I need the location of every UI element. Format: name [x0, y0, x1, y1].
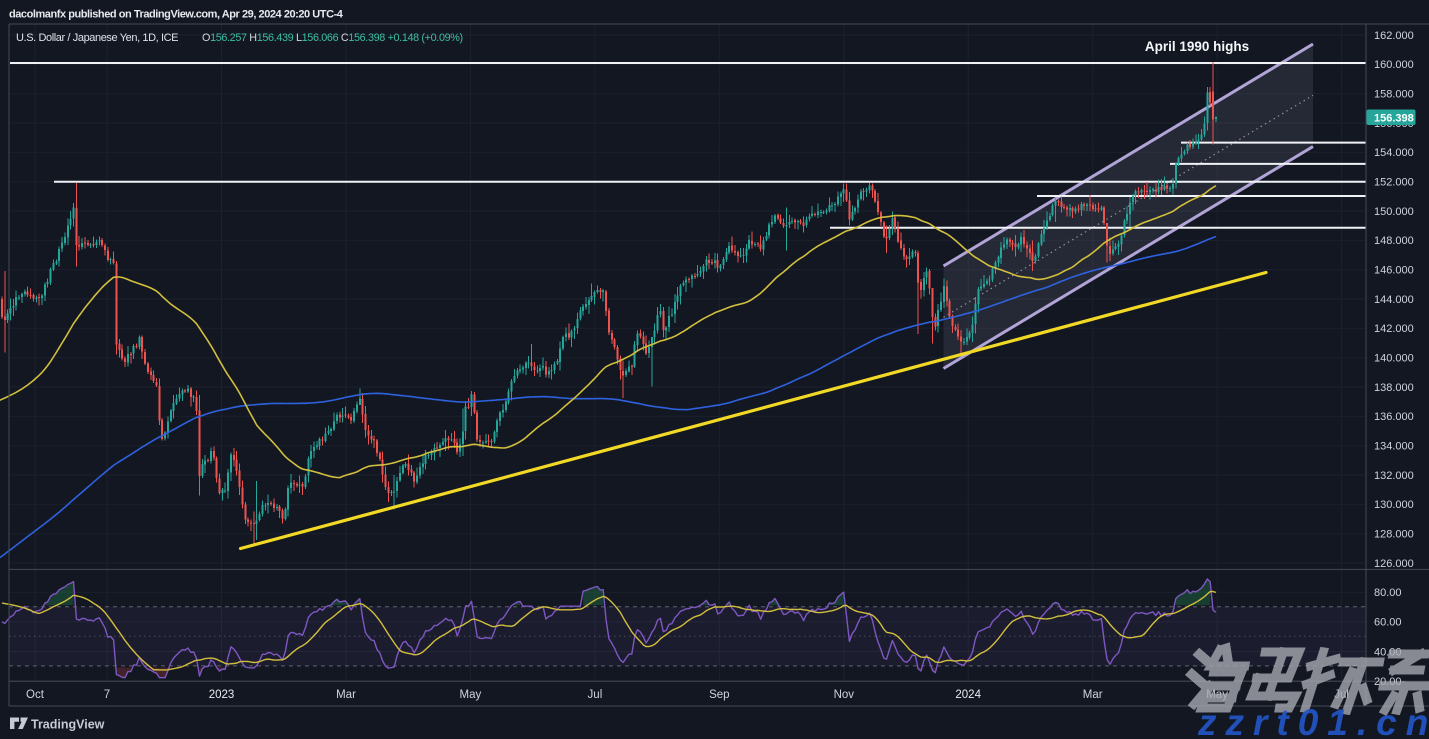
- svg-text:144.000: 144.000: [1374, 294, 1414, 306]
- svg-text:May: May: [460, 689, 482, 701]
- svg-text:U.S. Dollar / Japanese Yen, 1D: U.S. Dollar / Japanese Yen, 1D, ICE: [16, 32, 178, 44]
- svg-text:TradingView: TradingView: [31, 718, 105, 732]
- svg-text:2023: 2023: [209, 689, 235, 701]
- svg-text:152.000: 152.000: [1374, 177, 1414, 189]
- svg-text:126.000: 126.000: [1374, 558, 1414, 570]
- svg-text:150.000: 150.000: [1374, 206, 1414, 218]
- svg-text:dacolmanfx published on Tradin: dacolmanfx published on TradingView.com,…: [9, 9, 344, 21]
- svg-text:7: 7: [104, 689, 110, 701]
- svg-text:156.398: 156.398: [1374, 112, 1414, 124]
- svg-text:Oct: Oct: [26, 689, 45, 701]
- svg-text:2024: 2024: [955, 689, 981, 701]
- svg-text:140.000: 140.000: [1374, 353, 1414, 365]
- svg-text:80.00: 80.00: [1374, 587, 1402, 599]
- svg-text:Nov: Nov: [834, 689, 855, 701]
- svg-text:zzrt01.cn: zzrt01.cn: [1197, 702, 1429, 739]
- svg-text:April 1990 highs: April 1990 highs: [1145, 39, 1249, 54]
- svg-text:132.000: 132.000: [1374, 470, 1414, 482]
- svg-text:154.000: 154.000: [1374, 147, 1414, 159]
- svg-text:148.000: 148.000: [1374, 235, 1414, 247]
- svg-text:Sep: Sep: [709, 689, 729, 701]
- svg-text:60.00: 60.00: [1374, 617, 1402, 629]
- svg-text:Jul: Jul: [588, 689, 603, 701]
- svg-text:160.000: 160.000: [1374, 59, 1414, 71]
- svg-text:142.000: 142.000: [1374, 323, 1414, 335]
- svg-text:130.000: 130.000: [1374, 499, 1414, 511]
- svg-text:Mar: Mar: [336, 689, 356, 701]
- svg-text:134.000: 134.000: [1374, 441, 1414, 453]
- svg-text:158.000: 158.000: [1374, 89, 1414, 101]
- svg-text:O156.257 H156.439 L156.066: O156.257 H156.439 L156.066 C156.398 +0.1…: [202, 32, 463, 44]
- svg-text:146.000: 146.000: [1374, 265, 1414, 277]
- svg-text:128.000: 128.000: [1374, 529, 1414, 541]
- svg-text:Mar: Mar: [1083, 689, 1103, 701]
- svg-text:136.000: 136.000: [1374, 411, 1414, 423]
- svg-text:162.000: 162.000: [1374, 30, 1414, 42]
- svg-text:138.000: 138.000: [1374, 382, 1414, 394]
